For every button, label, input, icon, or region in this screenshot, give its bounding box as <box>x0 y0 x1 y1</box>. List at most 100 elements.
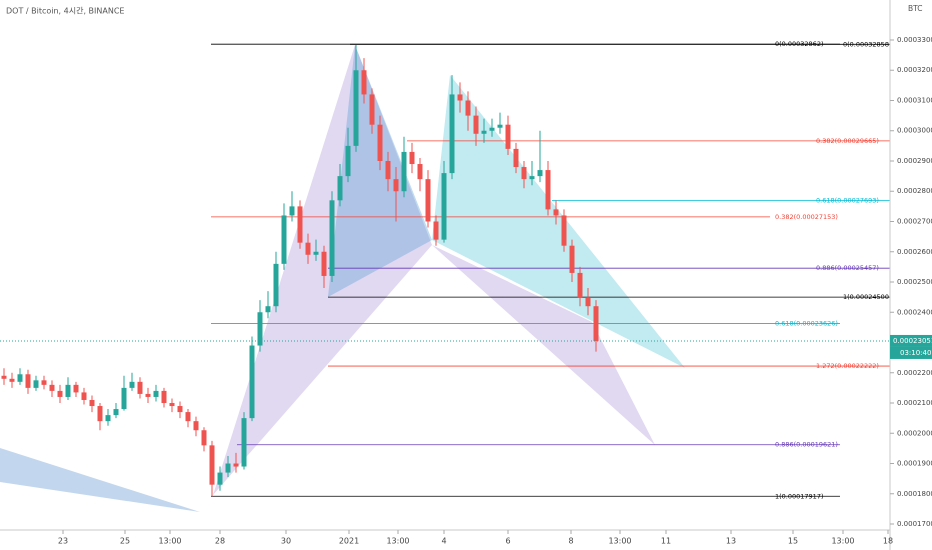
chart-title: DOT / Bitcoin, 4시간, BINANCE <box>6 6 124 16</box>
x-tick-label: 11 <box>661 537 671 546</box>
level-label: 0.886(0.00019621) <box>775 441 838 449</box>
candle-body <box>345 145 351 177</box>
candle-body <box>577 272 583 298</box>
candle-body <box>537 170 543 177</box>
candle-body <box>593 306 599 341</box>
candle-body <box>385 160 391 180</box>
y-tick-label: 0.00020000 <box>897 429 932 437</box>
x-tick-label: 13:00 <box>158 537 181 546</box>
candle-body <box>145 393 151 397</box>
candle-body <box>129 381 135 388</box>
x-tick-label: 28 <box>215 537 225 546</box>
candle-body <box>337 176 343 201</box>
candle-body <box>17 374 23 382</box>
candle-body <box>273 263 279 307</box>
y-tick-label: 0.00027000 <box>897 217 932 225</box>
x-tick-label: 23 <box>58 537 68 546</box>
candle-body <box>217 472 223 485</box>
candle-body <box>569 245 575 273</box>
x-tick-label: 15 <box>788 537 798 546</box>
x-tick-label: 13:00 <box>608 537 631 546</box>
candle-body <box>201 430 207 446</box>
candle-body <box>89 399 95 407</box>
candle-body <box>417 164 423 180</box>
level-label: 0.382(0.00027153) <box>775 213 838 221</box>
candle-body <box>505 124 511 149</box>
candle-body <box>433 221 439 240</box>
candle-body <box>209 445 215 485</box>
x-tick-label: 2021 <box>339 537 359 546</box>
x-tick-label: 18 <box>883 537 893 546</box>
candle-body <box>497 124 503 128</box>
y-tick-label: 0.00032000 <box>897 66 932 74</box>
level-label: 0.886(0.00025457) <box>816 264 879 272</box>
countdown-box <box>890 346 932 359</box>
y-tick-label: 0.00022000 <box>897 369 932 377</box>
candle-body <box>241 418 247 467</box>
candle-body <box>561 215 567 246</box>
candle-body <box>1 375 7 379</box>
candle-body <box>369 94 375 125</box>
y-tick-label: 0.00029000 <box>897 157 932 165</box>
candle-body <box>169 403 175 407</box>
candle-body <box>265 306 271 313</box>
level-label: 1.272(0.00022222) <box>816 362 879 370</box>
x-tick-label: 4 <box>441 537 446 546</box>
y-tick-label: 0.00033000 <box>897 36 932 44</box>
candle-body <box>257 312 263 346</box>
level-label: 1(0.00024500) <box>843 293 892 301</box>
candle-body <box>353 70 359 146</box>
candle-body <box>297 206 303 243</box>
y-tick-label: 0.00018000 <box>897 490 932 498</box>
x-tick-label: 13 <box>726 537 736 546</box>
candle-body <box>393 179 399 192</box>
candle-body <box>489 127 495 131</box>
candle-body <box>49 384 55 391</box>
pattern <box>0 448 200 512</box>
candle-body <box>81 392 87 400</box>
candle-body <box>225 463 231 473</box>
candle-body <box>521 167 527 180</box>
candle-body <box>137 381 143 394</box>
candle-body <box>105 415 111 422</box>
level-label: 0.618(0.00023626) <box>775 320 838 328</box>
candle-body <box>73 384 79 393</box>
currency-label: BTC <box>908 4 923 13</box>
candle-body <box>545 170 551 210</box>
candle-body <box>425 179 431 222</box>
level-label: 1(0.00017917) <box>775 492 824 500</box>
candle-body <box>33 380 39 388</box>
candle-body <box>41 380 47 385</box>
candle-body <box>401 151 407 192</box>
plot-area: 0(0.00032862) 0(0.00032858)0.382(0.000296… <box>0 40 892 512</box>
level-label: 0.618(0.00027693) <box>816 197 879 205</box>
candle-body <box>465 100 471 116</box>
candle-body <box>289 206 295 216</box>
candle-body <box>97 406 103 422</box>
candle-body <box>193 421 199 431</box>
y-tick-label: 0.00021000 <box>897 399 932 407</box>
candle-body <box>457 94 463 101</box>
candle-body <box>65 384 71 397</box>
candle-body <box>57 390 63 397</box>
candle-body <box>329 200 335 276</box>
y-tick-label: 0.00019000 <box>897 460 932 468</box>
candle-body <box>513 148 519 168</box>
candle-body <box>553 209 559 216</box>
x-tick-label: 30 <box>281 537 291 546</box>
y-tick-label: 0.00017000 <box>897 520 932 528</box>
x-tick-label: 6 <box>505 537 510 546</box>
x-tick-label: 13:00 <box>831 537 854 546</box>
y-tick-label: 0.00031000 <box>897 96 932 104</box>
y-tick-label: 0.00025000 <box>897 278 932 286</box>
y-tick-label: 0.00026000 <box>897 248 932 256</box>
candle-body <box>585 297 591 307</box>
candle-body <box>377 124 383 161</box>
last-price-label: 0.00023051 <box>893 337 932 345</box>
candle-body <box>177 406 183 413</box>
candle-body <box>481 130 487 134</box>
pattern <box>432 75 685 368</box>
